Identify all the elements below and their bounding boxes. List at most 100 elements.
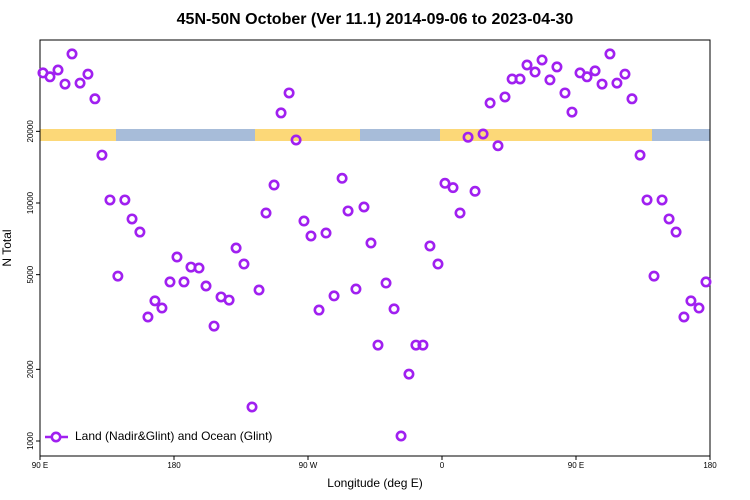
point — [596, 78, 608, 90]
legend-marker — [50, 431, 62, 443]
point — [589, 65, 601, 77]
point — [484, 97, 496, 109]
point — [559, 87, 571, 99]
y-tick-label: 2000 — [26, 360, 35, 378]
point — [365, 237, 377, 249]
point — [119, 194, 131, 206]
point — [380, 277, 392, 289]
point — [320, 227, 332, 239]
point — [305, 230, 317, 242]
point — [290, 134, 302, 146]
point — [238, 258, 250, 270]
point — [59, 78, 71, 90]
point — [260, 207, 272, 219]
x-tick-label: 90 E — [32, 461, 48, 470]
point — [66, 48, 78, 60]
point — [678, 311, 690, 323]
x-tick-label: 180 — [703, 461, 717, 470]
point — [432, 258, 444, 270]
point — [298, 215, 310, 227]
point — [342, 205, 354, 217]
point — [469, 185, 481, 197]
point — [44, 71, 56, 83]
point — [551, 61, 563, 73]
land-ocean-strip — [40, 129, 710, 141]
point — [693, 302, 705, 314]
point — [208, 320, 220, 332]
point — [447, 182, 459, 194]
point — [89, 93, 101, 105]
point — [566, 106, 578, 118]
point — [395, 430, 407, 442]
point — [223, 294, 235, 306]
x-axis-label: Longitude (deg E) — [327, 476, 422, 490]
point — [358, 201, 370, 213]
point — [685, 295, 697, 307]
point — [246, 401, 258, 413]
point — [372, 339, 384, 351]
y-tick-label: 10000 — [26, 191, 35, 214]
legend-label: Land (Nadir&Glint) and Ocean (Glint) — [75, 429, 272, 443]
point — [619, 68, 631, 80]
point — [670, 226, 682, 238]
point — [626, 93, 638, 105]
point — [424, 240, 436, 252]
x-tick-label: 180 — [167, 461, 181, 470]
point — [156, 302, 168, 314]
point — [200, 280, 212, 292]
point — [193, 262, 205, 274]
point — [52, 64, 64, 76]
point — [581, 71, 593, 83]
point — [462, 131, 474, 143]
point — [149, 295, 161, 307]
point — [230, 242, 242, 254]
point — [313, 304, 325, 316]
point — [74, 77, 86, 89]
x-tick-label: 90 E — [568, 461, 584, 470]
y-axis-label: N Total — [0, 229, 14, 266]
x-tick-label: 0 — [440, 461, 445, 470]
point — [275, 107, 287, 119]
point — [112, 270, 124, 282]
point — [499, 91, 511, 103]
point — [82, 68, 94, 80]
point — [656, 194, 668, 206]
point — [164, 276, 176, 288]
point — [350, 283, 362, 295]
point — [641, 194, 653, 206]
point — [536, 54, 548, 66]
point — [611, 77, 623, 89]
point — [178, 276, 190, 288]
point — [439, 177, 451, 189]
point — [700, 276, 712, 288]
x-tick-label: 90 W — [299, 461, 318, 470]
point — [96, 149, 108, 161]
point — [514, 73, 526, 85]
point — [388, 303, 400, 315]
point — [648, 270, 660, 282]
point — [134, 226, 146, 238]
point — [268, 179, 280, 191]
point — [663, 213, 675, 225]
point — [529, 66, 541, 78]
point — [544, 74, 556, 86]
point — [253, 284, 265, 296]
chart-title: 45N-50N October (Ver 11.1) 2014-09-06 to… — [177, 11, 574, 28]
point — [126, 213, 138, 225]
point — [417, 339, 429, 351]
point — [403, 368, 415, 380]
point — [104, 194, 116, 206]
point — [492, 140, 504, 152]
point — [454, 207, 466, 219]
point — [410, 339, 422, 351]
point — [477, 128, 489, 140]
point — [142, 311, 154, 323]
point — [521, 59, 533, 71]
point — [336, 172, 348, 184]
y-tick-label: 20000 — [26, 120, 35, 143]
y-tick-label: 5000 — [26, 265, 35, 283]
point — [283, 87, 295, 99]
point — [604, 48, 616, 60]
point — [328, 290, 340, 302]
